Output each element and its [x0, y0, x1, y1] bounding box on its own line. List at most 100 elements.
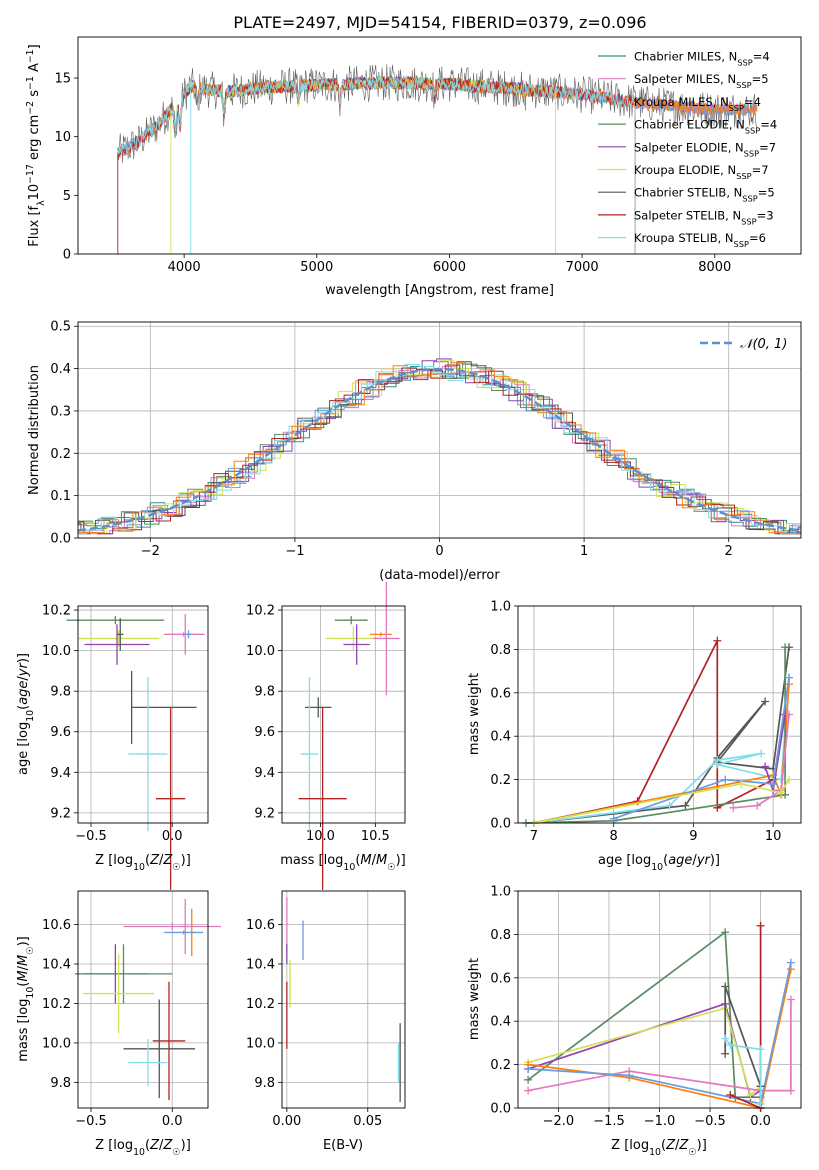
weight-marker: [781, 643, 790, 652]
histogram-kroupa_elodie: [78, 359, 801, 534]
legend-label-part: SSP: [734, 239, 749, 249]
y-tick-label: 10.2: [246, 604, 275, 619]
mass-vs-Z-xlabel-part: 10: [133, 1147, 145, 1158]
y-tick-label: 10.2: [42, 997, 71, 1012]
y-tick-label: 10.4: [246, 957, 275, 972]
weight-vs-Z-xlabel-part: Z: [665, 1138, 676, 1153]
age-vs-Z-xlabel: Z [log10(Z/Z☉)]: [95, 853, 191, 873]
weight-vs-age-xlabel: age [log10(age/yr)]: [598, 853, 720, 873]
weight-marker: [777, 788, 786, 797]
legend-label-part: SSP: [736, 80, 751, 90]
residuals-axes: −2 −1 0 1 2 0.0 0.1 0.2 0.3 0.4 0.5: [50, 320, 801, 559]
weight-vs-age-ylabel: mass weight: [467, 673, 482, 755]
weight-marker: [609, 814, 618, 823]
age-vs-Z-xlabel-part: Z: [162, 853, 173, 868]
legend-label: Salpeter STELIB, NSSP=3: [634, 208, 774, 226]
weight-vs-age-xlabel-part: )]: [710, 853, 720, 868]
legend-label-part: SSP: [729, 103, 744, 113]
x-tick-label: 1: [580, 544, 588, 559]
weight-vs-age-xlabel-part: 10: [651, 862, 663, 873]
y-tick-label: 10.0: [42, 1036, 71, 1051]
spectrum-ylabel-part: −2: [25, 101, 36, 115]
weight-marker: [786, 995, 795, 1004]
x-tick-label: 0.00: [272, 1114, 301, 1129]
x-tick-label: 0.0: [162, 1114, 183, 1129]
x-tick-label: −2.0: [543, 1114, 575, 1129]
weight_vs_age-lines: [521, 636, 794, 827]
age-vs-mass-xlabel-part: M: [376, 853, 387, 868]
age-vs-mass-xlabel-part: )]: [396, 853, 406, 868]
legend-label-part: SSP: [742, 194, 757, 204]
weight-line-kroupa_miles: [528, 962, 792, 1105]
mass-vs-Z-xlabel-part: Z [log: [95, 1138, 133, 1153]
age-vs-Z-ylabel-part: yr: [16, 661, 31, 677]
age_vs_Z-axes: −0.5 0.0 9.2 9.4 9.6 9.8 10.0 10.2: [42, 604, 208, 844]
x-tick-label: 10.0: [306, 829, 335, 844]
spectrum-ylabel-part: erg cm: [27, 115, 42, 164]
x-tick-label: 7: [530, 829, 538, 844]
legend-label-part: Salpeter MILES, N: [634, 72, 736, 86]
mass-vs-Z-ylabel: mass [log10(M/M☉)]: [16, 936, 36, 1062]
weight-marker: [756, 1099, 765, 1108]
x-tick-label: −0.5: [694, 1114, 726, 1129]
weight-vs-Z-xlabel-part: /: [675, 1138, 680, 1153]
weight-vs-Z-xlabel-part: 10: [649, 1147, 661, 1158]
mass-vs-ebv-xlabel: E(B-V): [323, 1138, 363, 1153]
y-tick-label: 5: [63, 189, 71, 204]
y-tick-label: 0: [63, 248, 71, 263]
y-tick-label: 10.0: [42, 644, 71, 659]
weight-line-salpeter_stelib: [729, 925, 762, 1110]
y-tick-label: 10: [54, 130, 71, 145]
y-tick-label: 10.4: [42, 957, 71, 972]
weight-marker: [737, 779, 746, 788]
mass-vs-Z-xlabel: Z [log10(Z/Z☉)]: [95, 1138, 191, 1158]
histogram-chabrier_elodie: [78, 361, 801, 533]
weight-marker: [769, 779, 778, 788]
weight-marker: [524, 1086, 533, 1095]
y-tick-label: 10.6: [246, 918, 275, 933]
weight-marker: [757, 749, 766, 758]
age-vs-mass-xlabel-part: M: [360, 853, 371, 868]
spectrum-axes: 4000 5000 6000 7000 8000 0 5 10 15: [54, 72, 731, 275]
age-vs-mass-xlabel-part: 10: [343, 862, 355, 873]
age-vs-mass-xlabel-part: ☉: [387, 862, 395, 873]
legend-label-part: Kroupa MILES, N: [634, 95, 729, 109]
legend-label: Chabrier STELIB, NSSP=5: [634, 186, 775, 204]
x-tick-label: 10.5: [361, 829, 390, 844]
mass-vs-Z-ylabel-part: 10: [25, 987, 36, 999]
legend-label-part: Chabrier STELIB, N: [634, 186, 742, 200]
weight-vs-age-xlabel-part: age [log: [598, 853, 651, 868]
normal-curve: [77, 367, 802, 532]
legend-label: Kroupa STELIB, NSSP=6: [634, 231, 766, 249]
y-tick-label: 9.8: [254, 1076, 275, 1091]
weight-marker: [753, 801, 762, 810]
legend-label-part: =4: [753, 50, 770, 64]
legend-label: Salpeter ELODIE, NSSP=7: [634, 140, 776, 158]
x-tick-label: 6000: [433, 260, 466, 275]
legend-label: Chabrier MILES, NSSP=4: [634, 50, 770, 68]
weight-marker: [681, 801, 690, 810]
weight-marker: [785, 673, 794, 682]
mass_vs_ebv-axes: 0.00 0.05 9.8 10.0 10.2 10.4 10.6: [246, 891, 405, 1129]
weight-vs-age-xlabel-part: /: [692, 853, 697, 868]
weight-vs-Z-xlabel-part: Z: [678, 1138, 689, 1153]
weight-line-salpeter_stelib: [533, 640, 774, 824]
spectrum-ylabel: Flux [fλ10−17 erg cm−2 s−1 A−1]: [25, 44, 47, 246]
x-tick-label: 8: [610, 829, 618, 844]
age_vs_Z-frame: [77, 605, 209, 824]
mass-vs-Z-xlabel-part: )]: [181, 1138, 191, 1153]
weight-marker: [777, 775, 786, 784]
weight-vs-age-xlabel-part: yr: [696, 853, 712, 868]
y-tick-label: 15: [54, 72, 71, 87]
mass-vs-Z-xlabel-part: Z: [149, 1138, 160, 1153]
y-tick-label: 0.4: [490, 730, 511, 745]
mass_vs_Z-axes: −0.5 0.0 9.8 10.0 10.2 10.4 10.6: [42, 891, 208, 1129]
weight_vs_Z-frame: [517, 890, 802, 1109]
weight-marker: [746, 1090, 755, 1099]
weight-marker: [625, 1071, 634, 1080]
x-tick-label: −1.5: [593, 1114, 625, 1129]
y-tick-label: 9.8: [254, 685, 275, 700]
x-tick-label: −2: [141, 544, 160, 559]
age-vs-Z-xlabel-part: /: [159, 853, 164, 868]
weight_vs_Z-lines: [524, 921, 795, 1112]
